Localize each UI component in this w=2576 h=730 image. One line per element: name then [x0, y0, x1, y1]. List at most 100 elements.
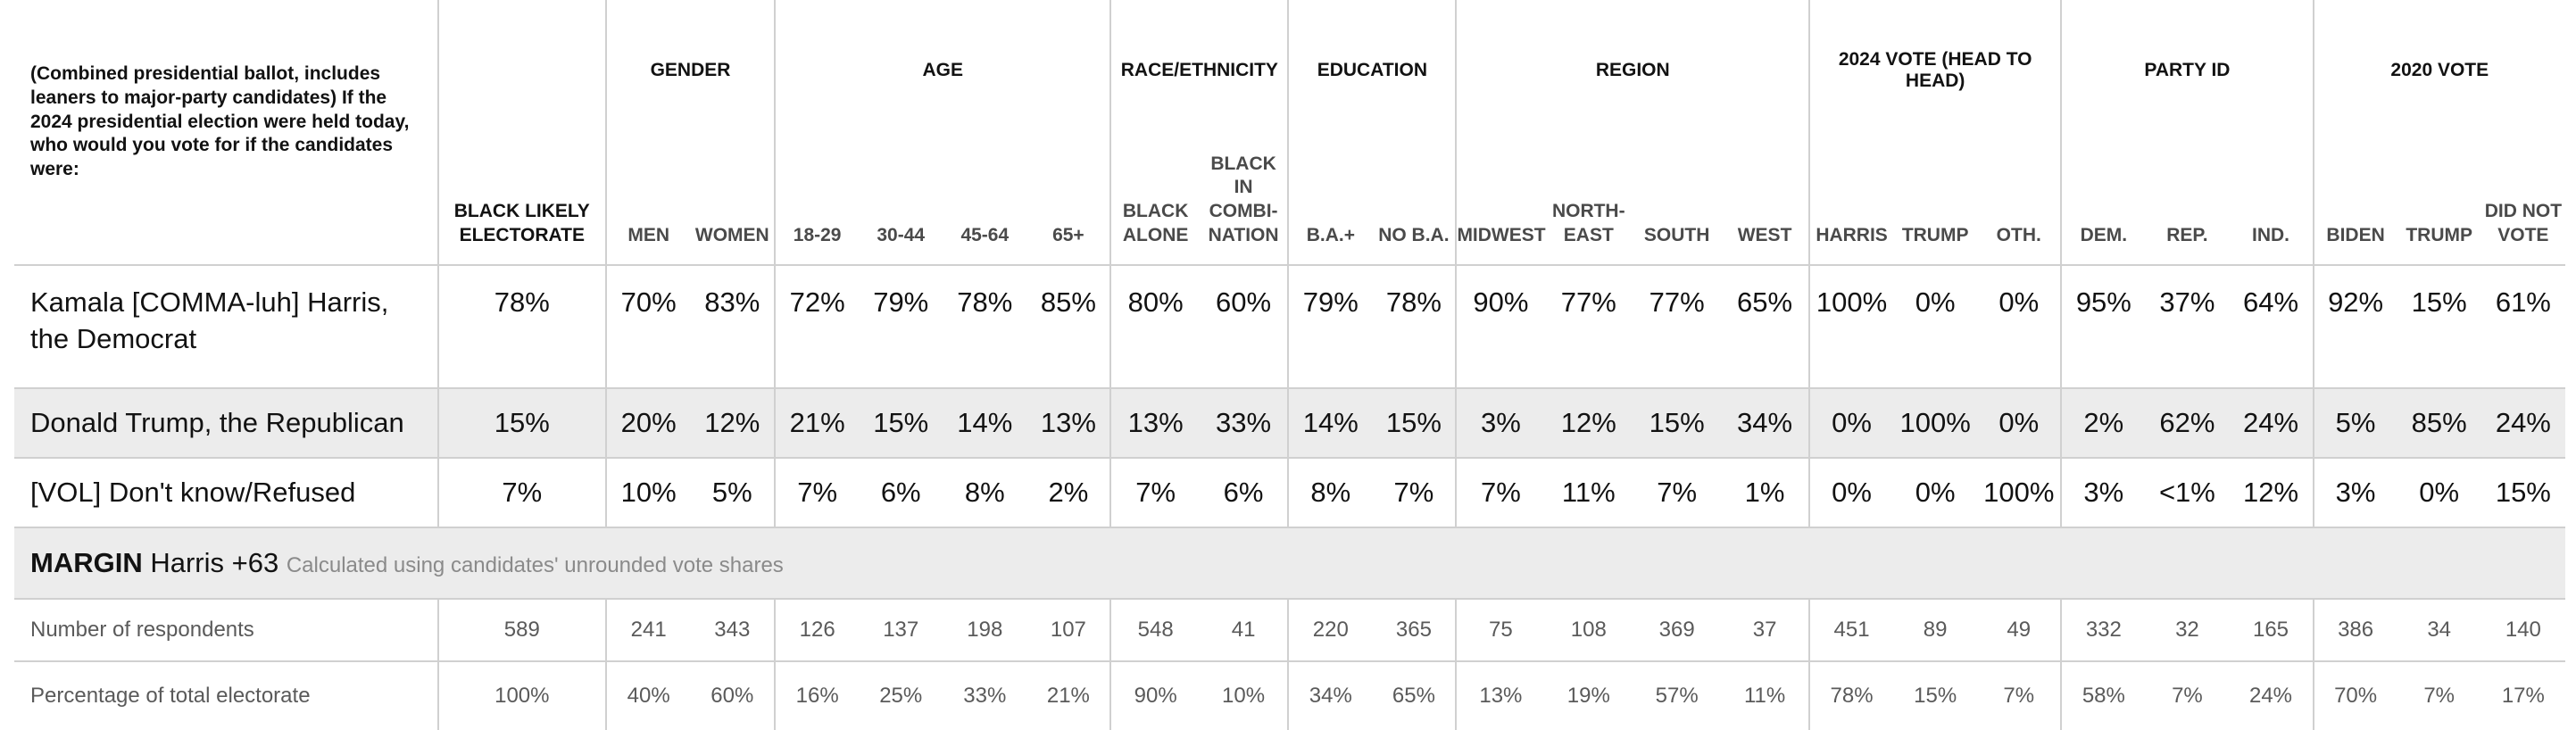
stats-cell: 198 [943, 599, 1027, 662]
column-header: NO B.A. [1372, 141, 1457, 266]
column-header: DID NOT VOTE [2480, 141, 2565, 266]
value-cell: 3% [2060, 458, 2146, 528]
stats-cell: 365 [1372, 599, 1457, 662]
value-cell: 64% [2229, 265, 2314, 389]
value-cell: 33% [1199, 388, 1289, 459]
value-cell: 8% [1287, 458, 1373, 528]
column-header: BLACK LIKELY ELECTORATE [436, 0, 606, 266]
value-cell: 79% [859, 265, 943, 389]
margin-cell: MARGIN Harris +63 Calculated using candi… [14, 527, 2565, 600]
value-cell: 80% [1109, 265, 1200, 389]
row-label: Kamala [COMMA-luh] Harris, the Democrat [14, 265, 438, 389]
value-cell: 7% [774, 458, 860, 528]
value-cell: 0% [1808, 458, 1894, 528]
crosstab-container: (Combined presidential ballot, includes … [14, 0, 2565, 730]
stats-cell: 37 [1721, 599, 1810, 662]
question-text: (Combined presidential ballot, includes … [14, 0, 438, 266]
value-cell: 37% [2145, 265, 2230, 389]
stats-cell: 17% [2501, 684, 2545, 708]
value-cell: 92% [2312, 265, 2397, 389]
group-header: REGION [1455, 0, 1810, 141]
value-cell: 15% [2480, 458, 2565, 528]
column-header: BIDEN [2312, 141, 2397, 266]
question-prefix: (Combined presidential ballot, includes … [30, 63, 381, 109]
stats-cell: 7% [2003, 684, 2035, 708]
result-row: [VOL] Don't know/Refused 7% 10% 5% 7% 6% 8% 2% 7… [14, 458, 2565, 528]
group-header: GENDER [604, 0, 776, 141]
stats-cell: 33% [963, 684, 1007, 708]
value-cell: 3% [1455, 388, 1545, 459]
stats-cell: 137 [859, 599, 943, 662]
column-header: MIDWEST [1455, 141, 1546, 266]
stats-cell: 16% [774, 661, 860, 730]
value-cell: 62% [2145, 388, 2230, 459]
value-cell: 90% [1455, 265, 1545, 389]
value-cell: 15% [1372, 388, 1457, 459]
value-cell: 0% [1893, 458, 1978, 528]
crosstab-table: (Combined presidential ballot, includes … [14, 0, 2565, 730]
column-header: BLACK ALONE [1109, 141, 1200, 266]
value-cell: 65% [1721, 265, 1810, 389]
stats-cell: 34% [1287, 661, 1373, 730]
stats-cell: 140 [2480, 599, 2565, 662]
stats-cell: 100% [436, 661, 606, 730]
column-header: OTH. [1977, 141, 2062, 266]
value-cell: 1% [1721, 458, 1810, 528]
value-cell: 78% [943, 265, 1027, 389]
stats-cell: 332 [2060, 599, 2146, 662]
stats-cell: 41 [1199, 599, 1289, 662]
value-cell: 8% [943, 458, 1027, 528]
stats-cell: 13% [1455, 661, 1545, 730]
group-header: 2020 VOTE [2312, 0, 2565, 141]
value-cell: 24% [2480, 388, 2565, 459]
value-cell: <1% [2145, 458, 2230, 528]
value-cell: 24% [2229, 388, 2314, 459]
column-header: DEM. [2060, 141, 2146, 266]
stats-cell: 451 [1808, 599, 1894, 662]
column-header: MEN [604, 141, 691, 266]
value-cell: 70% [604, 265, 691, 389]
value-cell: 7% [1455, 458, 1545, 528]
value-cell: 60% [1199, 265, 1289, 389]
stats-cell: 15% [1914, 684, 1957, 708]
margin-value: Harris +63 [150, 547, 279, 578]
value-cell: 6% [1199, 458, 1289, 528]
column-header: 45-64 [943, 141, 1027, 266]
value-cell: 100% [1977, 458, 2062, 528]
value-cell: 0% [1893, 265, 1978, 389]
value-cell: 100% [1893, 388, 1978, 459]
value-cell: 0% [1808, 388, 1894, 459]
stats-cell: 7% [2172, 684, 2203, 708]
stats-cell: 126 [774, 599, 860, 662]
stats-cell: 90% [1109, 661, 1200, 730]
column-header: WEST [1721, 141, 1810, 266]
value-cell: 85% [2397, 388, 2481, 459]
value-cell: 2% [2060, 388, 2146, 459]
value-cell: 7% [1109, 458, 1200, 528]
stats-cell: 220 [1287, 599, 1373, 662]
group-header: EDUCATION [1287, 0, 1457, 141]
value-cell: 5% [690, 458, 776, 528]
value-cell: 20% [604, 388, 691, 459]
stats-cell: 7% [2423, 684, 2455, 708]
column-header: NORTH-EAST [1544, 141, 1633, 266]
column-header: 18-29 [774, 141, 860, 266]
column-header: HARRIS [1808, 141, 1894, 266]
stats-cell: 34 [2397, 599, 2481, 662]
value-cell: 12% [2229, 458, 2314, 528]
column-header: TRUMP [2397, 141, 2481, 266]
value-cell: 34% [1721, 388, 1810, 459]
value-cell: 0% [1977, 265, 2062, 389]
group-header: RACE/ETHNICITY [1109, 0, 1289, 141]
value-cell: 14% [1287, 388, 1373, 459]
value-cell: 77% [1633, 265, 1722, 389]
stats-cell: 40% [604, 661, 691, 730]
stats-label: Number of respondents [14, 599, 438, 662]
stats-cell: 60% [710, 684, 754, 708]
value-cell: 13% [1109, 388, 1200, 459]
value-cell: 2% [1026, 458, 1111, 528]
value-cell: 3% [2312, 458, 2397, 528]
stats-cell: 70% [2312, 661, 2397, 730]
value-cell: 10% [604, 458, 691, 528]
value-cell: 15% [2397, 265, 2481, 389]
